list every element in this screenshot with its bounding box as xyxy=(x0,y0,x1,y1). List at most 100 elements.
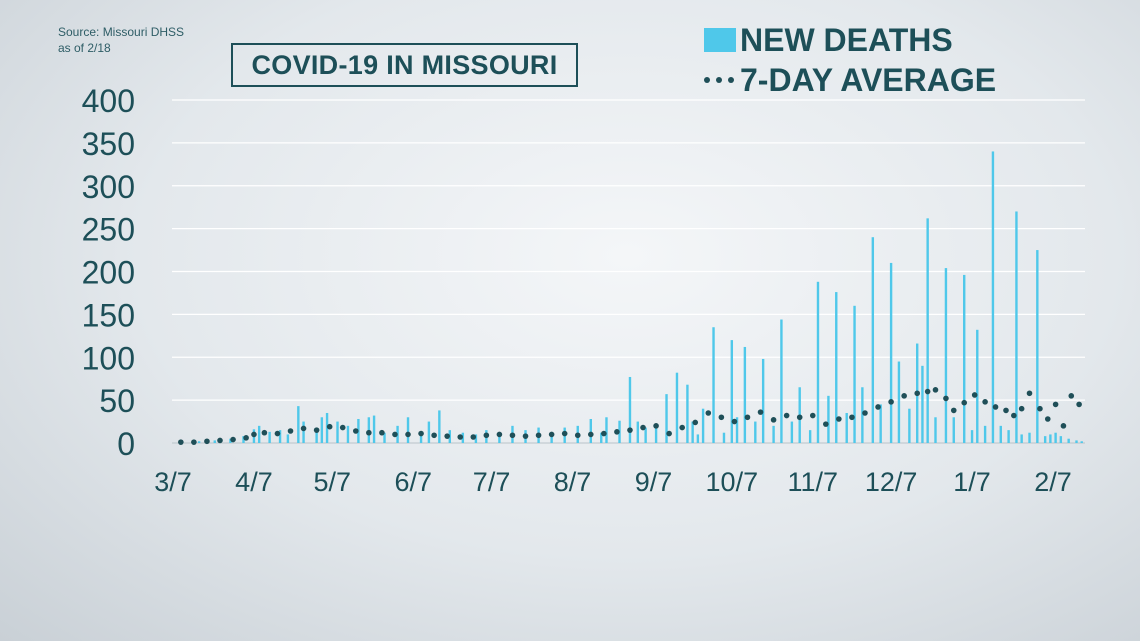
bar xyxy=(934,417,937,443)
legend-item-new-deaths: NEW DEATHS xyxy=(704,20,996,60)
bar xyxy=(754,421,757,443)
bar xyxy=(1043,436,1047,443)
bar xyxy=(944,268,948,443)
bar xyxy=(336,421,339,443)
average-dot xyxy=(1037,405,1043,412)
average-dot xyxy=(692,419,699,426)
legend-label-new-deaths: NEW DEATHS xyxy=(740,21,953,58)
bar xyxy=(257,425,261,443)
bar xyxy=(605,417,608,443)
bar xyxy=(970,430,974,443)
average-dot xyxy=(1003,407,1009,414)
x-tick-label: 5/7 xyxy=(314,467,352,497)
y-tick-label: 300 xyxy=(82,169,135,205)
bar xyxy=(498,432,501,443)
average-dot xyxy=(836,416,842,422)
y-tick-label: 0 xyxy=(117,426,135,462)
bar xyxy=(1075,440,1078,443)
average-dot xyxy=(522,433,529,439)
average-dot xyxy=(217,437,223,444)
bar xyxy=(853,305,856,443)
source-line: Source: Missouri DHSS xyxy=(58,25,185,39)
y-tick-label: 250 xyxy=(82,212,135,248)
x-tick-label: 10/7 xyxy=(706,467,759,497)
x-tick-label: 8/7 xyxy=(554,467,592,497)
bar xyxy=(197,441,201,443)
average-dot xyxy=(274,430,281,437)
x-tick-label: 2/7 xyxy=(1034,467,1072,497)
bar xyxy=(1015,211,1018,443)
bar xyxy=(474,434,478,443)
average-dot xyxy=(548,431,555,438)
bar xyxy=(665,394,668,443)
average-dot xyxy=(300,425,307,432)
bar xyxy=(845,412,848,443)
average-dot xyxy=(783,412,790,419)
bar xyxy=(712,327,715,443)
bar xyxy=(730,340,734,443)
average-dot xyxy=(457,434,464,440)
average-dot xyxy=(470,434,477,440)
average-dot xyxy=(366,429,372,436)
average-dot xyxy=(992,404,999,410)
average-dot xyxy=(640,424,646,431)
bar xyxy=(1036,250,1039,443)
average-dot xyxy=(731,418,738,425)
bar xyxy=(550,432,553,443)
legend: NEW DEATHS 7-DAY AVERAGE xyxy=(704,20,996,100)
y-tick-label: 200 xyxy=(82,255,135,291)
average-dot xyxy=(574,432,581,439)
source-note: Source: Missouri DHSS as of 2/18 xyxy=(58,24,184,56)
average-dot xyxy=(614,429,620,435)
average-dot xyxy=(561,430,568,437)
average-dot xyxy=(932,387,939,393)
average-dot xyxy=(444,433,450,439)
bar xyxy=(835,292,838,443)
bar xyxy=(686,384,689,443)
bar xyxy=(743,346,747,443)
bar xyxy=(861,387,864,443)
x-tick-label: 11/7 xyxy=(787,467,838,497)
average-dot xyxy=(924,388,931,395)
bar xyxy=(871,237,875,443)
bar xyxy=(278,430,282,443)
average-dot xyxy=(601,430,607,437)
bar xyxy=(589,418,593,443)
average-dot xyxy=(1076,401,1082,408)
average-dot xyxy=(287,428,294,434)
x-tick-label: 3/7 xyxy=(154,467,192,497)
x-tick-label: 12/7 xyxy=(865,467,918,497)
bar xyxy=(722,432,726,443)
bar xyxy=(286,434,290,443)
average-dot xyxy=(204,438,210,445)
average-dot xyxy=(757,409,764,415)
bar xyxy=(983,425,987,443)
bar xyxy=(976,329,979,443)
bar xyxy=(315,427,318,443)
x-tick-label: 6/7 xyxy=(394,467,432,497)
average-dot xyxy=(875,404,881,410)
bar xyxy=(427,421,431,443)
average-dot xyxy=(809,412,816,419)
bar xyxy=(991,151,995,443)
bar xyxy=(963,274,966,443)
average-dot xyxy=(1044,416,1051,422)
y-tick-label: 100 xyxy=(82,340,135,376)
bar-swatch-icon xyxy=(704,28,736,52)
average-dot xyxy=(535,432,542,439)
average-dot xyxy=(718,414,725,421)
x-tick-label: 9/7 xyxy=(635,467,673,497)
legend-item-7-day-average: 7-DAY AVERAGE xyxy=(704,60,996,100)
x-tick-label: 1/7 xyxy=(953,467,991,497)
average-dot xyxy=(950,407,957,414)
average-dot xyxy=(243,435,249,441)
average-dot xyxy=(178,439,184,445)
y-tick-label: 150 xyxy=(82,297,135,333)
average-dot xyxy=(191,439,197,445)
average-dot xyxy=(352,428,359,434)
bar xyxy=(691,421,694,443)
bar xyxy=(242,436,245,443)
bar xyxy=(701,408,705,443)
bar xyxy=(1067,438,1070,443)
average-dot xyxy=(339,424,346,431)
